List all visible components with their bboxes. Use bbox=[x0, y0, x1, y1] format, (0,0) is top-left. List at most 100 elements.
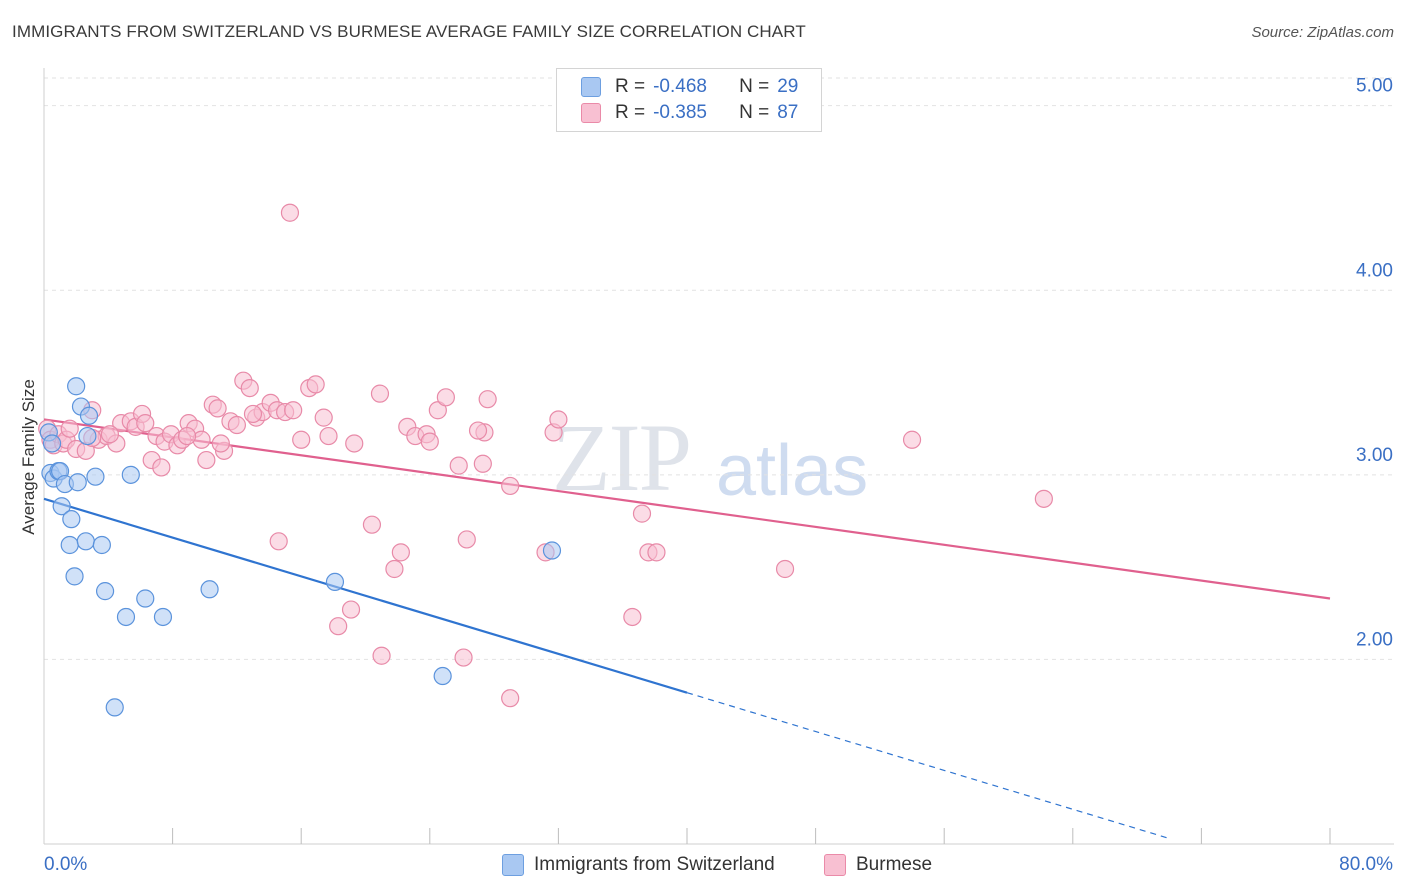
burmese-point bbox=[549, 410, 568, 429]
switzerland-point bbox=[67, 377, 86, 396]
axes bbox=[43, 68, 1394, 845]
burmese-point bbox=[449, 456, 468, 475]
burmese-point bbox=[420, 432, 439, 451]
legend-n-label: N = bbox=[739, 76, 770, 97]
burmese-points bbox=[38, 203, 1053, 708]
burmese-point bbox=[501, 476, 520, 496]
y-tick-label: 2.00 bbox=[1356, 629, 1393, 650]
burmese-point bbox=[269, 532, 288, 551]
burmese-point bbox=[370, 384, 390, 403]
y-tick-label: 4.00 bbox=[1356, 260, 1393, 281]
switzerland-point bbox=[153, 607, 173, 627]
burmese-point bbox=[457, 530, 476, 549]
burmese-point bbox=[428, 401, 447, 420]
burmese-point bbox=[306, 375, 325, 394]
burmese-point bbox=[385, 559, 404, 579]
burmese-point bbox=[391, 543, 410, 562]
switzerland-point bbox=[105, 698, 124, 717]
burmese-point bbox=[314, 408, 333, 427]
burmese-point bbox=[227, 415, 246, 435]
switzerland-points bbox=[39, 377, 562, 717]
burmese-point bbox=[345, 434, 364, 453]
bottom-legend-label-switzerland: Immigrants from Switzerland bbox=[534, 854, 775, 875]
burmese-point bbox=[100, 425, 120, 444]
legend-r-label: R = bbox=[615, 102, 646, 123]
burmese-point bbox=[152, 458, 171, 477]
correlation-legend: R = -0.468 N = 29 R = -0.385 N = 87 bbox=[556, 68, 822, 132]
burmese-point bbox=[329, 617, 348, 636]
switzerland-point bbox=[62, 510, 81, 529]
burmese-point bbox=[623, 607, 642, 627]
burmese-point bbox=[208, 399, 227, 418]
switzerland-point bbox=[60, 535, 79, 555]
burmese-point bbox=[197, 450, 216, 470]
switzerland-point bbox=[65, 567, 84, 586]
burmese-point bbox=[319, 426, 338, 446]
burmese-point bbox=[473, 454, 492, 473]
switzerland-point bbox=[121, 465, 140, 484]
burmese-point bbox=[478, 390, 497, 409]
legend-n-label: N = bbox=[739, 102, 770, 123]
burmese-point bbox=[341, 600, 361, 619]
bottom-legend-label-burmese: Burmese bbox=[856, 854, 933, 875]
burmese-point bbox=[436, 388, 455, 407]
burmese-point bbox=[280, 203, 300, 222]
burmese-point bbox=[60, 419, 79, 438]
x-tick-label-max: 80.0% bbox=[1339, 854, 1393, 875]
burmese-point bbox=[292, 430, 311, 449]
switzerland-point bbox=[542, 541, 562, 560]
burmese-point bbox=[647, 543, 666, 562]
burmese-point bbox=[632, 504, 652, 523]
legend-row-burmese: R = -0.385 N = 87 bbox=[581, 101, 798, 125]
switzerland-point bbox=[325, 572, 345, 591]
switzerland-point bbox=[79, 406, 99, 425]
switzerland-point bbox=[92, 535, 111, 555]
burmese-point bbox=[902, 430, 922, 449]
burmese-point bbox=[240, 378, 259, 398]
chart-title: IMMIGRANTS FROM SWITZERLAND VS BURMESE A… bbox=[12, 22, 806, 41]
switzerland-point bbox=[78, 426, 97, 446]
burmese-point bbox=[362, 515, 382, 534]
watermark-atlas: atlas bbox=[716, 431, 869, 511]
legend-r-value: -0.468 bbox=[653, 76, 707, 97]
burmese-point bbox=[284, 401, 303, 420]
switzerland-trend-line bbox=[43, 497, 688, 694]
switzerland-point bbox=[76, 532, 95, 551]
burmese-point bbox=[372, 646, 391, 665]
x-tick-label-min: 0.0% bbox=[44, 854, 87, 875]
switzerland-point bbox=[116, 607, 136, 627]
switzerland-trend-extension bbox=[686, 692, 1170, 840]
burmese-point bbox=[775, 559, 795, 579]
legend-n-value: 87 bbox=[777, 102, 799, 123]
y-axis-label: Average Family Size bbox=[19, 379, 38, 535]
switzerland-point bbox=[200, 580, 219, 599]
burmese-point bbox=[211, 434, 230, 453]
bottom-legend-switzerland: Immigrants from Switzerland bbox=[502, 852, 775, 878]
grid-lines bbox=[44, 77, 1394, 660]
axis-labels: 2.00 3.00 4.00 5.00 0.0% 80.0% Average Family … bbox=[19, 76, 1393, 875]
trend-lines bbox=[43, 418, 1331, 840]
y-tick-label: 5.00 bbox=[1356, 76, 1393, 97]
legend-swatch-switzerland bbox=[581, 77, 601, 97]
switzerland-point bbox=[433, 666, 452, 686]
burmese-point bbox=[501, 689, 520, 708]
burmese-point bbox=[136, 414, 155, 433]
switzerland-point bbox=[95, 582, 115, 601]
source-label: Source: ZipAtlas.com bbox=[1251, 24, 1394, 41]
burmese-point bbox=[177, 426, 197, 446]
switzerland-point bbox=[136, 589, 155, 608]
burmese-point bbox=[454, 648, 473, 667]
switzerland-point bbox=[86, 467, 105, 486]
switzerland-point bbox=[52, 497, 71, 516]
burmese-point bbox=[1034, 489, 1053, 508]
legend-r-value: -0.385 bbox=[653, 102, 707, 123]
burmese-trend-line bbox=[43, 418, 1331, 600]
bottom-legend-swatch-burmese bbox=[824, 854, 846, 876]
switzerland-point bbox=[68, 473, 87, 492]
switzerland-point bbox=[42, 434, 62, 453]
burmese-point bbox=[243, 404, 263, 424]
legend-row-switzerland: R = -0.468 N = 29 bbox=[581, 75, 798, 99]
burmese-point bbox=[468, 421, 488, 440]
legend-n-value: 29 bbox=[777, 76, 799, 97]
